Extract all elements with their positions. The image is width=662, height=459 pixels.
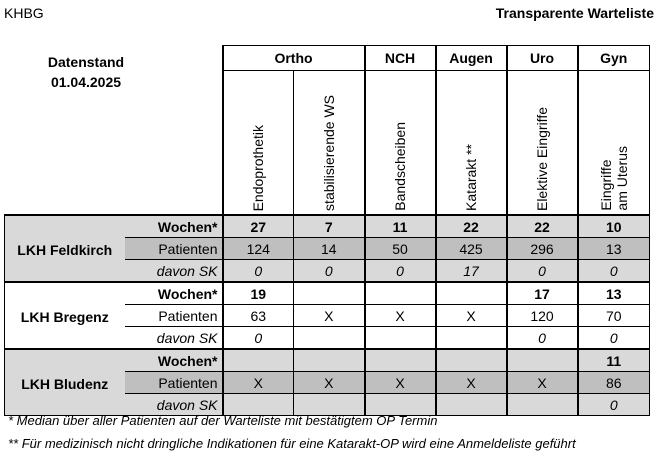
table-cell: 11 (363, 214, 436, 238)
row-label-wochen: Wochen* (124, 348, 223, 372)
table-cell (363, 348, 436, 372)
data-date-label: Datenstand (47, 54, 125, 70)
dept-ortho: Ortho (221, 45, 365, 71)
table-cell (293, 393, 365, 416)
proc-stabilisierende-ws: stabilisierende WS (293, 70, 365, 215)
table-cell: 0 (505, 326, 578, 349)
data-date-value: 01.04.2025 (50, 74, 122, 90)
table-cell: 10 (576, 214, 650, 238)
table-cell: 120 (505, 304, 578, 327)
table-cell (293, 348, 365, 372)
row-label-sk: davon SK (124, 393, 223, 416)
table-cell (221, 393, 294, 416)
table-cell: 63 (221, 304, 294, 327)
table-cell: 86 (576, 371, 650, 394)
table-cell: 0 (221, 326, 294, 349)
table-cell: 27 (221, 214, 294, 238)
table-cell: 17 (434, 259, 507, 282)
dept-nch: NCH (363, 45, 436, 71)
waitlist-table: Ortho NCH Augen Uro Gyn Endoprothetik st… (4, 45, 650, 416)
table-cell (363, 281, 436, 305)
table-cell (434, 326, 507, 349)
org-name: KHBG (4, 5, 44, 21)
page-title: Transparente Warteliste (495, 5, 654, 21)
row-label-sk: davon SK (124, 326, 223, 349)
table-row: davon SK 0 0 0 (5, 326, 650, 349)
table-cell (505, 348, 578, 372)
table-cell: X (434, 304, 507, 327)
row-label-patienten: Patienten (124, 371, 223, 394)
table-cell: 11 (576, 348, 650, 372)
table-cell: 7 (293, 214, 365, 238)
table-cell: 0 (293, 259, 365, 282)
table-row: Patienten X X X X X 86 (5, 371, 650, 394)
table-cell (434, 393, 507, 416)
row-label-wochen: Wochen* (124, 214, 223, 238)
table-cell (293, 281, 365, 305)
table-cell (363, 393, 436, 416)
site-feldkirch: LKH Feldkirch (4, 214, 125, 282)
table-cell: 19 (221, 281, 294, 305)
dept-augen: Augen (434, 45, 507, 71)
data-date-block: Datenstand 01.04.2025 (36, 52, 136, 92)
dept-gyn: Gyn (576, 45, 650, 71)
table-cell: 0 (576, 259, 650, 282)
footnote-katarakt: ** Für medizinisch nicht dringliche Indi… (8, 436, 576, 451)
table-cell: X (221, 371, 294, 394)
row-label-patienten: Patienten (124, 304, 223, 327)
table-cell (363, 326, 436, 349)
table-cell: X (293, 371, 365, 394)
table-row: Patienten 63 X X X 120 70 (5, 304, 650, 327)
table-cell: X (505, 371, 578, 394)
table-cell: 22 (434, 214, 507, 238)
table-cell (221, 348, 294, 372)
table-cell: 13 (576, 237, 650, 260)
proc-katarakt: Katarakt ** (434, 70, 507, 215)
table-cell: X (363, 371, 436, 394)
row-label-wochen: Wochen* (124, 281, 223, 305)
proc-bandscheiben: Bandscheiben (363, 70, 436, 215)
procedure-header-row: Endoprothetik stabilisierende WS Bandsch… (5, 70, 650, 215)
table-row: LKH Bludenz Wochen* 11 (4, 348, 650, 416)
table-cell: 0 (363, 259, 436, 282)
proc-elektive-eingriffe: Elektive Eingriffe (505, 70, 578, 215)
table-row: davon SK 0 (5, 393, 650, 416)
table-cell: 0 (576, 393, 650, 416)
table-row: Patienten 124 14 50 425 296 13 (5, 237, 650, 260)
table-cell: 425 (434, 237, 507, 260)
table-cell: 70 (576, 304, 650, 327)
table-cell (293, 326, 365, 349)
row-label-sk: davon SK (124, 259, 223, 282)
table-cell: 13 (576, 281, 650, 305)
table-cell: 0 (221, 259, 294, 282)
table-cell: 22 (505, 214, 578, 238)
table-cell (434, 348, 507, 372)
table-row: davon SK 0 0 0 17 0 0 (5, 259, 650, 282)
proc-eingriffe-uterus: Eingriffe am Uterus (576, 70, 650, 215)
table-cell: X (293, 304, 365, 327)
table-cell: 124 (221, 237, 294, 260)
table-cell: 0 (576, 326, 650, 349)
footnote-median: * Median über aller Patienten auf der Wa… (8, 413, 438, 428)
table-cell (434, 281, 507, 305)
table-cell: 296 (505, 237, 578, 260)
table-cell: 50 (363, 237, 436, 260)
table-row: LKH Bregenz Wochen* 19 17 13 (4, 281, 650, 349)
table-row: LKH Feldkirch Wochen* 27 7 11 22 22 10 (4, 214, 650, 282)
proc-endoprothetik: Endoprothetik (221, 70, 294, 215)
table-cell: 17 (505, 281, 578, 305)
dept-uro: Uro (505, 45, 578, 71)
table-cell: X (363, 304, 436, 327)
table-cell (505, 393, 578, 416)
department-header-row: Ortho NCH Augen Uro Gyn (5, 45, 650, 71)
table-cell: 0 (505, 259, 578, 282)
site-bludenz: LKH Bludenz (4, 348, 125, 416)
table-cell: X (434, 371, 507, 394)
row-label-patienten: Patienten (124, 237, 223, 260)
site-bregenz: LKH Bregenz (4, 281, 125, 349)
table-cell: 14 (293, 237, 365, 260)
